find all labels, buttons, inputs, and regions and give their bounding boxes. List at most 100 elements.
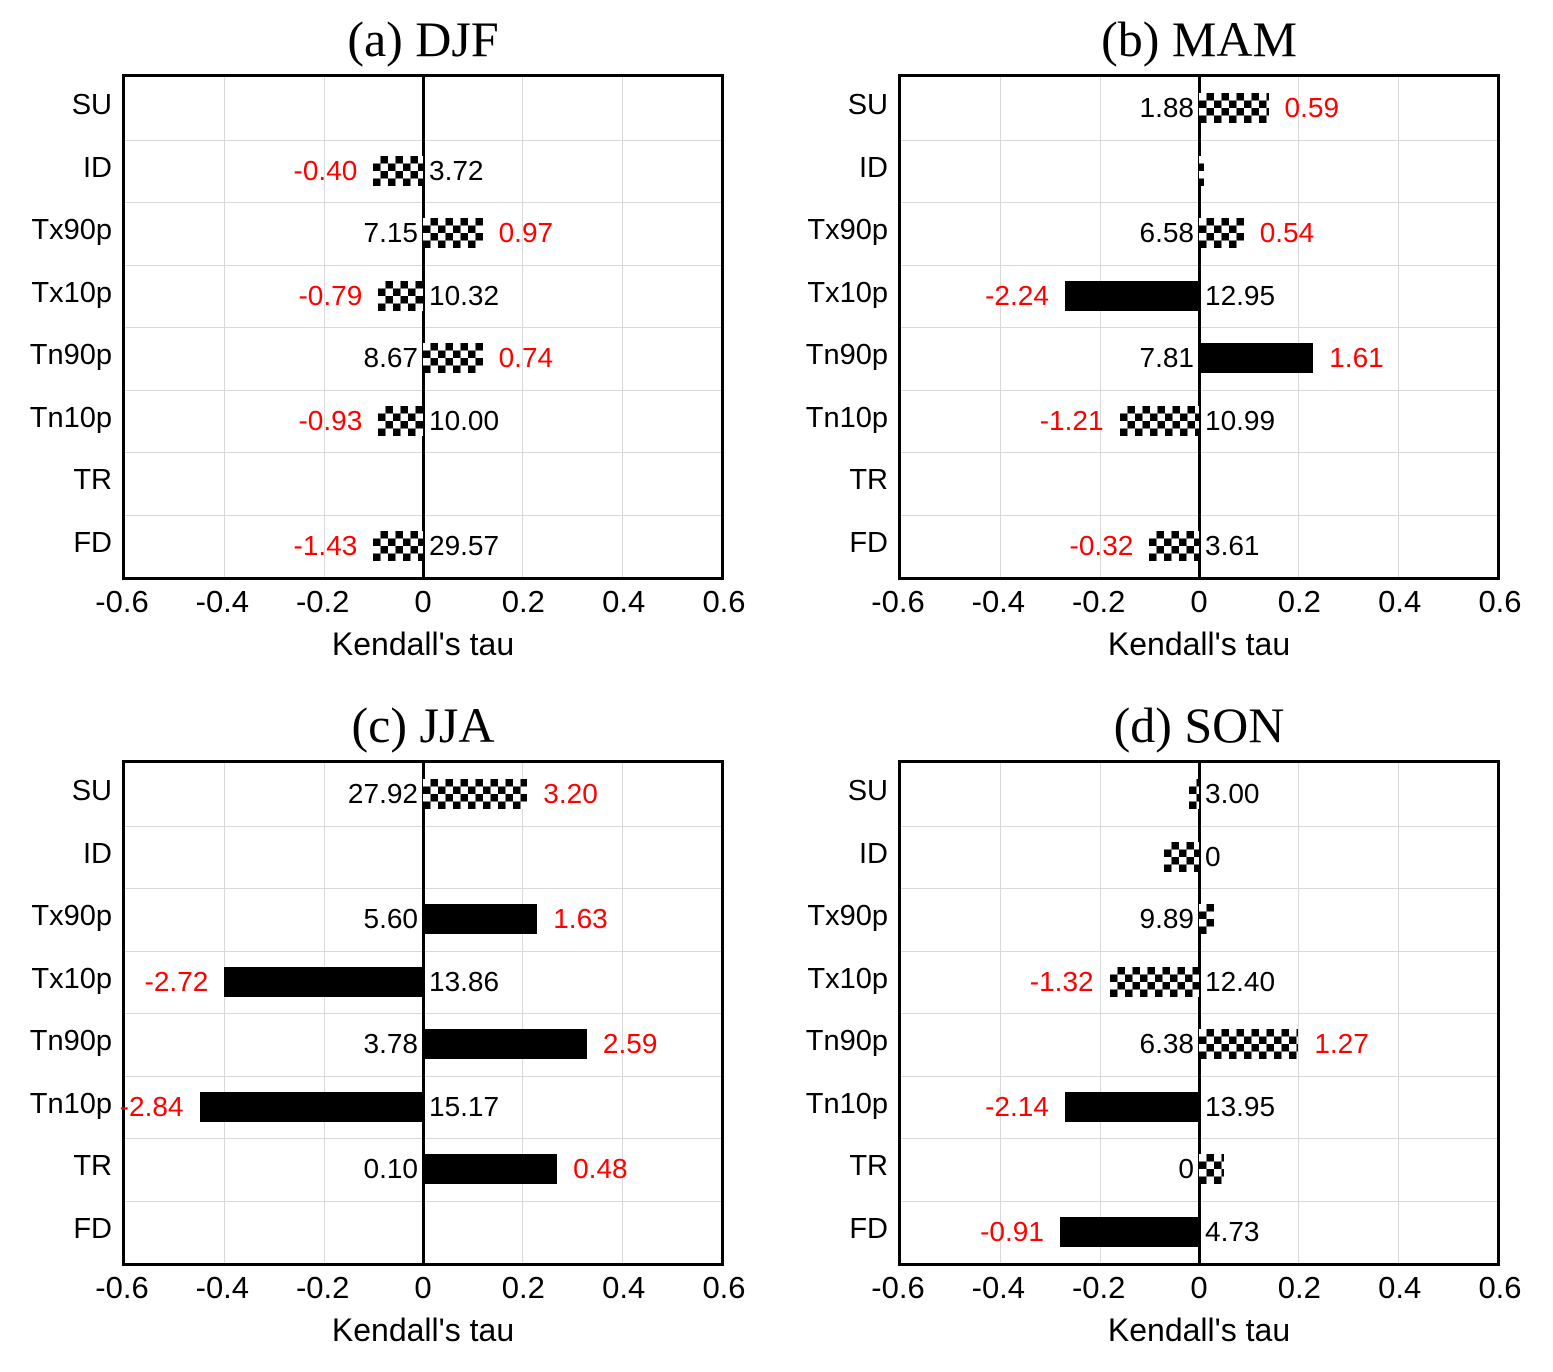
x-tick-label: 0: [414, 1270, 432, 1305]
x-tick-label: -0.4: [195, 1270, 250, 1305]
category-label: Tx90p: [807, 900, 888, 932]
tau-bar: [423, 343, 483, 374]
category-label: TR: [849, 464, 888, 496]
category-label: FD: [73, 1212, 112, 1245]
tau-bar: [199, 1091, 423, 1122]
tau-bar: [423, 1154, 558, 1185]
panel-title: (d) SON: [1113, 697, 1285, 753]
tau-bar: [1199, 1029, 1299, 1060]
x-tick-label: -0.6: [95, 1270, 149, 1305]
mean-value-label: 9.89: [1139, 903, 1195, 934]
tau-bar: [1199, 93, 1269, 124]
category-label: Tn90p: [805, 339, 888, 371]
mean-value-label: 4.73: [1205, 1215, 1260, 1247]
x-tick-label: 0.6: [702, 584, 746, 619]
mean-value-label: 3.00: [1205, 778, 1260, 809]
trend-value-label: 1.27: [1314, 1028, 1369, 1059]
category-label: Tx10p: [31, 962, 112, 995]
x-tick-label: 0.6: [1478, 1270, 1522, 1305]
panel-a-djf: (a) DJF SU ID Tx90p Tx10p Tn90p Tn10p TR FD 3.72 -…: [0, 0, 776, 686]
trend-value-label: 0.48: [573, 1153, 628, 1184]
tau-bar: [1059, 1216, 1199, 1247]
x-tick-label: -0.4: [195, 584, 250, 619]
trend-value-label: -0.32: [1069, 529, 1134, 561]
tau-bar: [378, 405, 423, 436]
mean-value-label: 12.40: [1205, 965, 1276, 997]
trend-value-label: 2.59: [602, 1028, 658, 1059]
plot-area: 3.72 -0.40 7.15 0.97 10.32 -0.79 8.67 0.74 10.00…: [122, 74, 724, 580]
category-label: Tx10p: [807, 962, 888, 995]
tau-bar: [1199, 904, 1214, 935]
category-label: Tx10p: [807, 276, 888, 309]
zero-axis-line: [1197, 763, 1201, 1263]
chart-area: SU ID Tx90p Tx10p Tn90p Tn10p TR FD 27.92 3.20 5.6…: [0, 760, 776, 1266]
trend-value-label: -2.84: [119, 1090, 184, 1122]
trend-value-label: 1.61: [1329, 342, 1384, 373]
trend-value-label: 0.59: [1284, 92, 1340, 123]
plot-area: 3.00 0 9.89 12.40 -1.32 6.38 1.27 13.95 -2.14 0 4.…: [898, 760, 1500, 1266]
tau-bar: [1119, 405, 1199, 436]
trend-value-label: -0.40: [293, 154, 358, 186]
category-label: ID: [859, 151, 888, 184]
tau-bar: [224, 966, 423, 997]
x-tick-label: 0.6: [702, 1270, 746, 1305]
trend-value-label: -1.21: [1039, 404, 1104, 436]
x-tick-label: -0.4: [971, 584, 1026, 619]
trend-value-label: -0.91: [980, 1215, 1044, 1247]
x-tick-label: -0.2: [1071, 1270, 1126, 1305]
trend-value-label: 3.20: [543, 778, 598, 809]
category-label: SU: [71, 89, 112, 121]
chart-area: SU ID Tx90p Tx10p Tn90p Tn10p TR FD 3.72 -0.40 7.1…: [0, 74, 776, 580]
y-axis-category-labels: SU ID Tx90p Tx10p Tn90p Tn10p TR FD: [0, 760, 122, 1266]
x-tick-label: 0.4: [602, 584, 646, 619]
x-tick-label: -0.6: [871, 1270, 925, 1305]
tau-bar: [1189, 779, 1199, 810]
trend-value-label: -2.14: [985, 1090, 1049, 1122]
zero-axis-line: [1197, 77, 1201, 577]
category-label: TR: [73, 464, 112, 496]
x-tick-label: 0: [414, 584, 432, 619]
mean-value-label: 3.72: [429, 154, 484, 186]
mean-value-label: 8.67: [363, 342, 419, 373]
plot-area: 1.88 0.59 6.58 0.54 12.95 -2.24 7.81 1.61 10.99 -…: [898, 74, 1500, 580]
x-axis-ticks: -0.6 -0.4 -0.2 0 0.2 0.4 0.6: [871, 580, 1521, 624]
x-tick-label: -0.2: [1071, 584, 1126, 619]
tau-bar: [423, 1029, 587, 1060]
x-tick-label: -0.2: [295, 584, 350, 619]
zero-axis-line: [421, 77, 425, 577]
category-label: SU: [71, 775, 112, 807]
plot-area: 27.92 3.20 5.60 1.63 13.86 -2.72 3.78 2.59 15.17…: [119, 760, 724, 1266]
x-tick-label: 0: [1190, 1270, 1208, 1305]
mean-value-label: 6.38: [1139, 1028, 1195, 1059]
x-axis-ticks: -0.6 -0.4 -0.2 0 0.2 0.4 0.6: [871, 1266, 1521, 1310]
tau-bar: [1164, 841, 1199, 872]
trend-value-label: -2.72: [144, 965, 209, 997]
panel-d-son: (d) SON SU ID Tx90p Tx10p Tn90p Tn10p TR FD 3.00 0…: [776, 686, 1553, 1372]
category-label: Tx90p: [31, 900, 112, 932]
mean-value-label: 7.81: [1139, 342, 1195, 373]
chart-area: SU ID Tx90p Tx10p Tn90p Tn10p TR FD 1.88 0.59 6.58…: [776, 74, 1553, 580]
tau-bar: [423, 218, 483, 249]
category-label: Tx90p: [807, 214, 888, 246]
x-tick-label: 0.4: [1378, 584, 1422, 619]
category-label: FD: [849, 526, 888, 559]
panel-title: (b) MAM: [1101, 11, 1297, 67]
x-tick-label: 0.4: [1378, 1270, 1422, 1305]
tau-bar: [423, 779, 528, 810]
x-axis-ticks: -0.6 -0.4 -0.2 0 0.2 0.4 0.6: [95, 580, 745, 624]
category-label: TR: [73, 1150, 112, 1182]
category-label: ID: [83, 837, 112, 870]
tau-bar: [373, 530, 423, 561]
category-label: Tn10p: [805, 401, 888, 434]
x-tick-label: 0.2: [501, 1270, 545, 1305]
tau-bar: [378, 280, 423, 311]
category-label: ID: [83, 151, 112, 184]
trend-value-label: 0.74: [498, 342, 554, 373]
panel-c-jja: (c) JJA SU ID Tx90p Tx10p Tn90p Tn10p TR FD 27.92…: [0, 686, 776, 1372]
mean-value-label: 13.86: [429, 965, 500, 997]
mean-value-label: 1.88: [1139, 92, 1195, 123]
category-label: Tn90p: [29, 1025, 112, 1057]
zero-axis-line: [421, 763, 425, 1263]
tau-bar: [1199, 155, 1204, 186]
